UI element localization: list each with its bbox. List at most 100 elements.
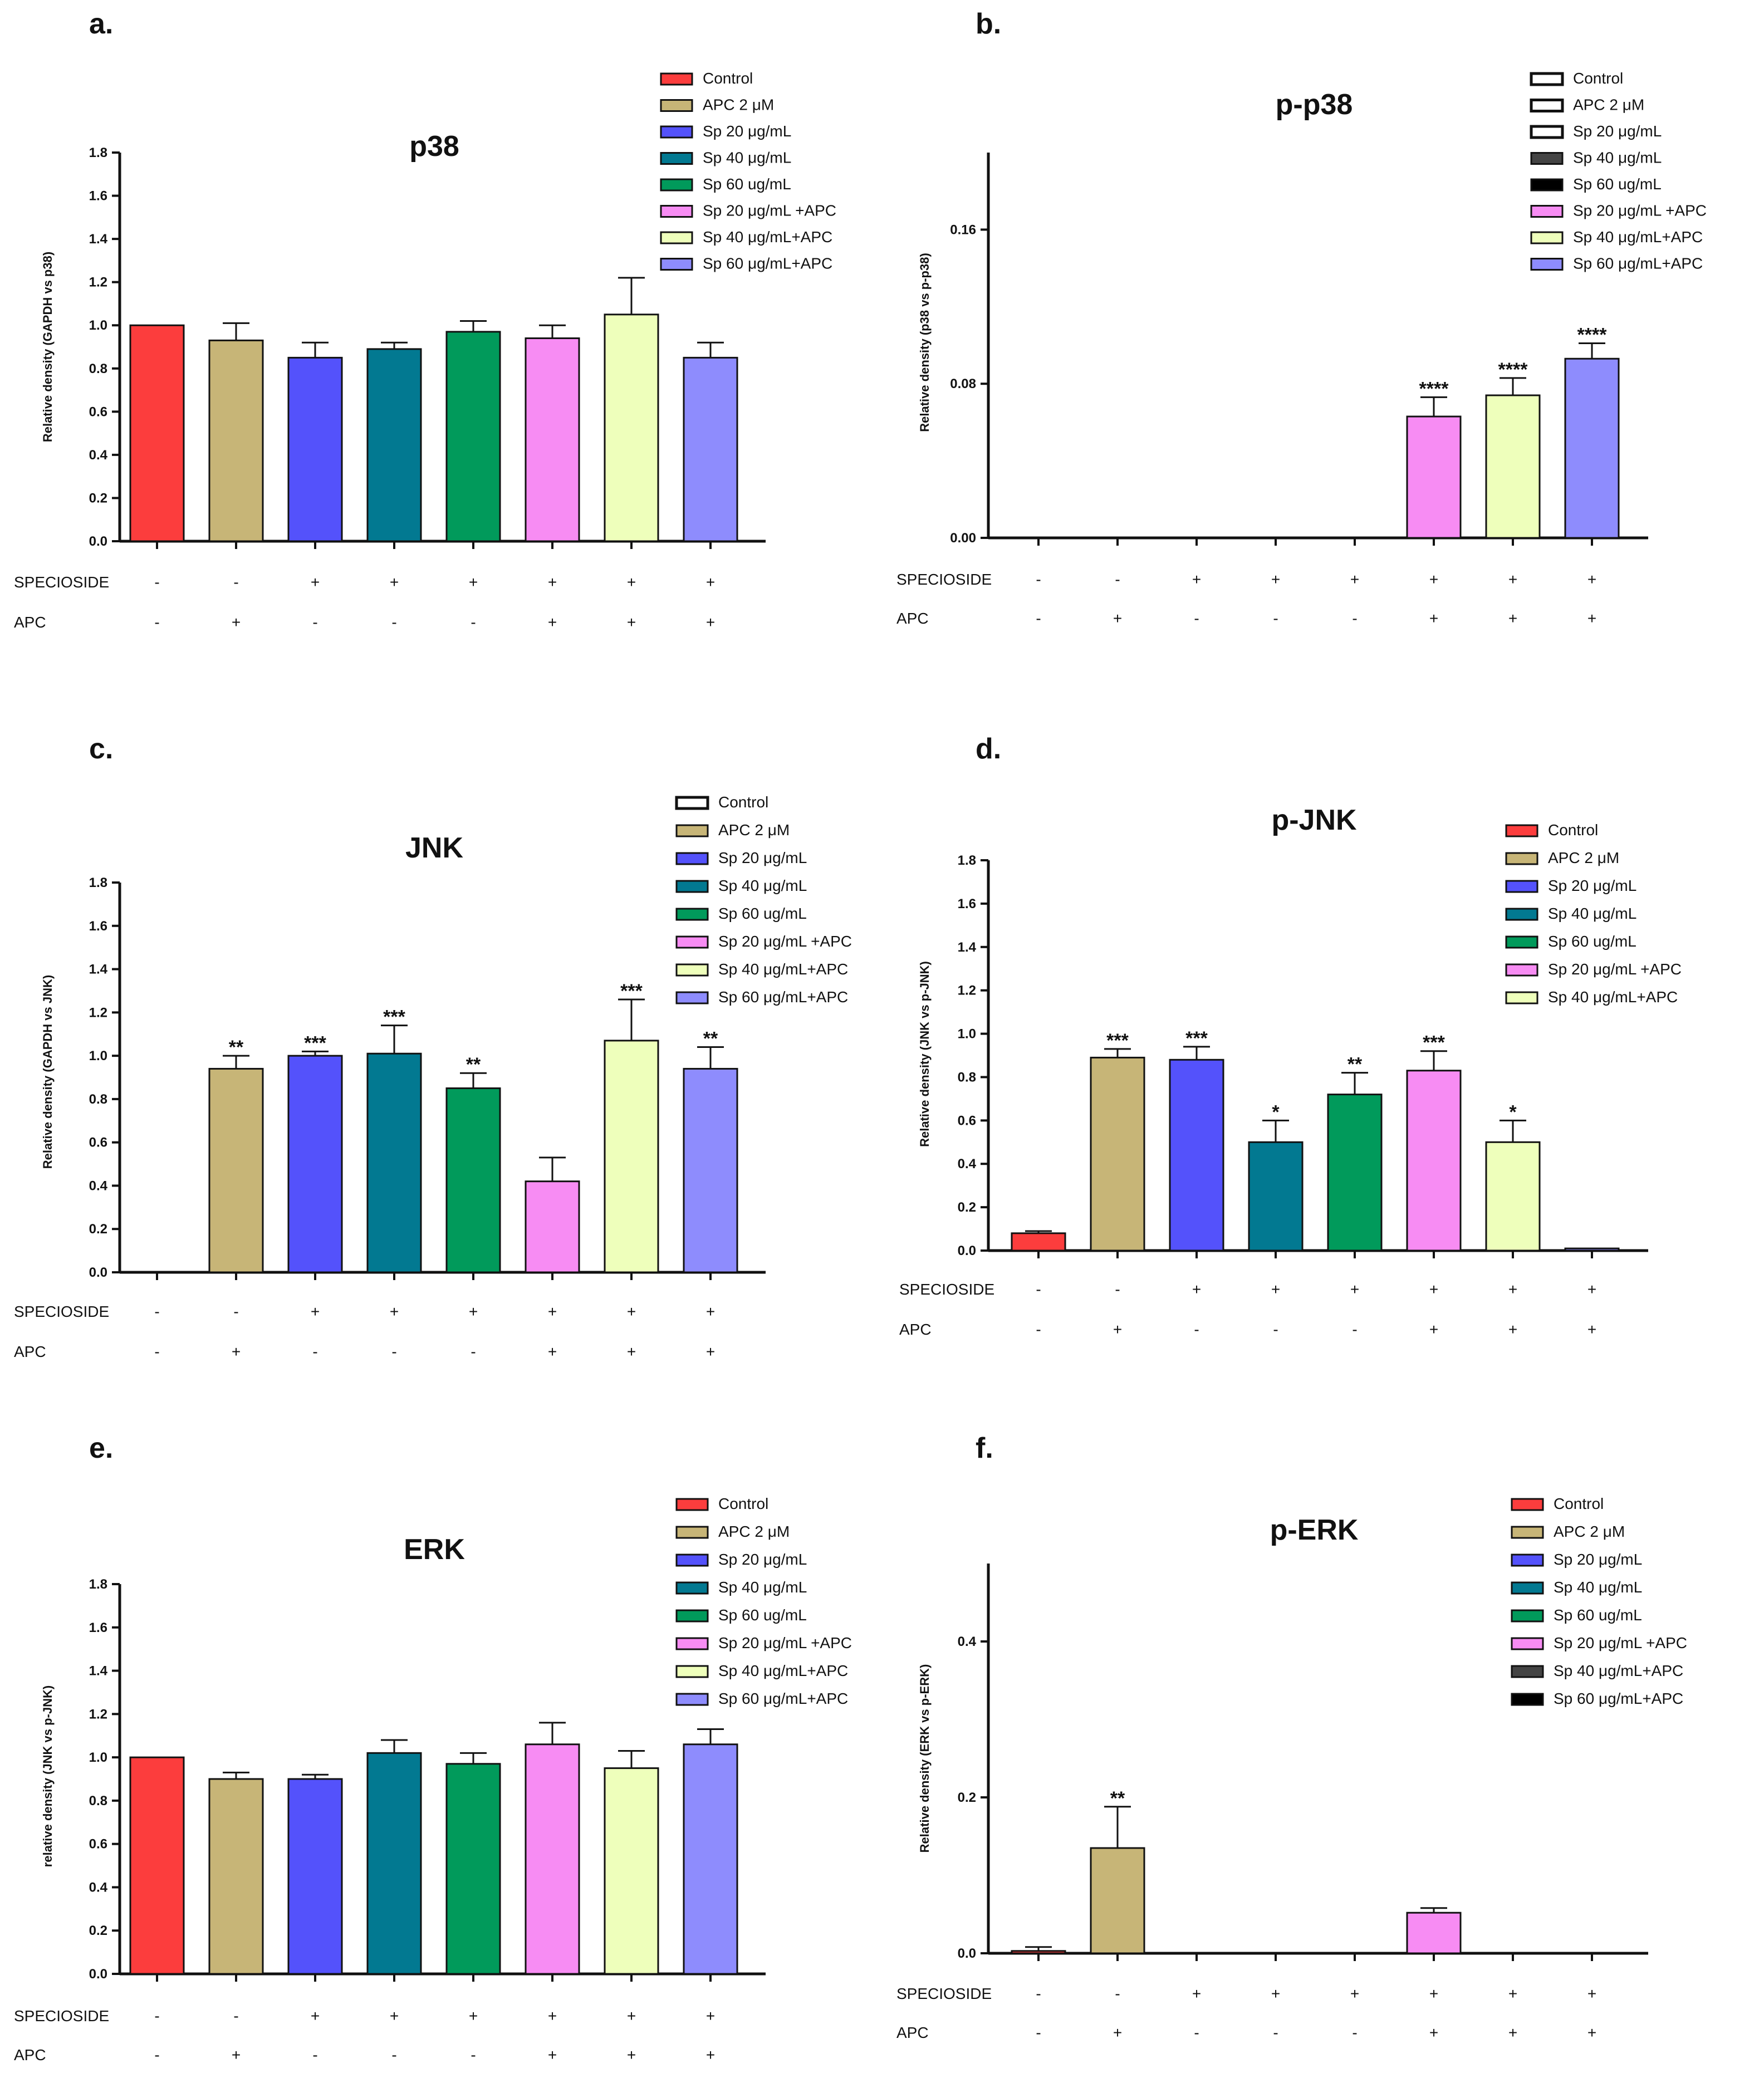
condition-sign: + <box>627 2007 636 2025</box>
legend-swatch <box>1511 1553 1544 1567</box>
y-axis-label: Relative density (GAPDH vs JNK) <box>41 975 55 1169</box>
bar-6 <box>525 1743 580 1975</box>
y-tick-label: 0.8 <box>89 1092 107 1107</box>
condition-sign: + <box>1350 1281 1359 1298</box>
bar-5 <box>1327 1094 1383 1252</box>
legend-swatch <box>1505 824 1538 837</box>
chart-title: p-JNK <box>1271 804 1357 836</box>
y-tick-label: 0.4 <box>958 1156 977 1172</box>
legend-swatch <box>1530 125 1564 139</box>
condition-sign: - <box>1115 1985 1120 2002</box>
condition-sign: - <box>391 1343 396 1360</box>
significance-label: ** <box>703 1028 718 1050</box>
chart-panel-4: d. p-JNK 0.0 0.2 0.4 0.6 0.8 1.0 1.2 1.4 1.6 1.8 Rel… <box>899 733 1682 1338</box>
y-tick-label: 0.8 <box>89 1793 107 1809</box>
condition-sign: - <box>471 2046 476 2064</box>
legend-swatch <box>675 1526 709 1539</box>
bar-2 <box>208 1778 264 1975</box>
condition-sign: + <box>1429 571 1438 588</box>
condition-sign: + <box>1271 571 1280 588</box>
y-tick-label: 0.2 <box>89 1923 107 1938</box>
legend-label: APC 2 μM <box>1548 849 1619 866</box>
legend-swatch <box>1511 1609 1544 1623</box>
y-axis-label: relative density (JNK vs p-JNK) <box>41 1685 55 1867</box>
legend-label: Sp 20 μg/mL <box>703 122 791 140</box>
y-tick-label: 0.4 <box>958 1634 977 1649</box>
legend-swatch <box>1530 258 1564 271</box>
condition-sign: + <box>390 574 399 591</box>
condition-sign: + <box>1508 610 1517 627</box>
condition-sign: + <box>627 574 636 591</box>
legend-swatch <box>1511 1665 1544 1678</box>
legend-label: Control <box>718 1495 768 1512</box>
y-tick-label: 0.4 <box>89 448 108 463</box>
panel-letter: e. <box>89 1432 113 1464</box>
bar-8 <box>683 356 738 542</box>
condition-sign: + <box>706 614 715 631</box>
chart-title: p-p38 <box>1276 89 1353 121</box>
legend-label: Sp 60 μg/mL+APC <box>718 1690 848 1707</box>
legend-swatch <box>675 1553 709 1567</box>
legend-label: Sp 60 μg/mL+APC <box>703 255 832 272</box>
significance-label: * <box>1272 1101 1280 1123</box>
condition-sign: + <box>1113 610 1122 627</box>
significance-label: **** <box>1419 378 1449 399</box>
legend-label: APC 2 μM <box>1554 1523 1625 1540</box>
legend-label: Sp 60 ug/mL <box>1554 1606 1642 1624</box>
legend-label: Sp 60 ug/mL <box>718 905 807 922</box>
bar-6 <box>525 337 580 542</box>
bar-6 <box>1406 1070 1462 1252</box>
condition-sign: - <box>233 574 238 591</box>
condition-sign: - <box>1036 1985 1041 2002</box>
condition-row-label: APC <box>896 2024 929 2041</box>
condition-sign: + <box>1508 1985 1517 2002</box>
condition-sign: + <box>232 2046 241 2064</box>
legend-swatch <box>1511 1526 1544 1539</box>
significance-label: **** <box>1577 325 1608 346</box>
condition-sign: + <box>1587 571 1596 588</box>
y-tick-label: 0.2 <box>958 1790 976 1805</box>
bar-5 <box>445 1763 501 1975</box>
legend-swatch <box>1511 1637 1544 1650</box>
condition-sign: + <box>1508 1321 1517 1338</box>
chart-title: p-ERK <box>1270 1514 1359 1546</box>
condition-sign: + <box>627 2046 636 2064</box>
condition-sign: - <box>391 2046 396 2064</box>
legend-label: Sp 60 ug/mL <box>1548 933 1636 950</box>
condition-sign: + <box>548 2007 557 2025</box>
significance-label: ** <box>466 1054 481 1075</box>
y-tick-label: 1.8 <box>89 145 107 160</box>
significance-label: *** <box>304 1032 326 1053</box>
significance-label: *** <box>1106 1030 1129 1051</box>
y-axis-label: Relative density (JNK vs p-JNK) <box>918 961 932 1147</box>
bar-8 <box>1564 1247 1620 1252</box>
y-tick-label: 0.8 <box>958 1070 976 1085</box>
legend-swatch <box>1530 72 1564 86</box>
chart-title: p38 <box>409 130 459 163</box>
legend-swatch <box>1530 99 1564 112</box>
legend-swatch <box>675 963 709 977</box>
condition-sign: - <box>154 574 159 591</box>
bar-1 <box>129 324 185 542</box>
y-tick-label: 0.0 <box>89 534 107 549</box>
condition-sign: - <box>1194 2024 1199 2041</box>
legend-label: Sp 20 μg/mL <box>1548 877 1636 894</box>
condition-row-label: APC <box>896 610 929 627</box>
condition-sign: + <box>706 2046 715 2064</box>
y-tick-label: 1.4 <box>89 962 108 977</box>
condition-sign: + <box>232 614 241 631</box>
bar-2 <box>1090 1056 1145 1252</box>
condition-sign: + <box>548 574 557 591</box>
bar-6 <box>1406 1912 1462 1954</box>
chart-panel-6: f. p-ERK 0.0 0.2 0.4 Relative density (ERK vs… <box>896 1432 1687 2041</box>
condition-row-label: SPECIOSIDE <box>896 1985 992 2002</box>
y-tick-label: 1.6 <box>89 189 107 204</box>
condition-sign: + <box>390 1303 399 1320</box>
legend-label: Sp 40 μg/mL+APC <box>1554 1662 1683 1679</box>
bar-7 <box>1485 394 1541 539</box>
chart-panel-3: c. JNK 0.0 0.2 0.4 0.6 0.8 1.0 1.2 1.4 1.6 1.8 Relat… <box>14 733 852 1360</box>
legend-label: Sp 40 μg/mL <box>1548 905 1636 922</box>
y-tick-label: 0.6 <box>89 404 107 419</box>
legend-label: Sp 60 ug/mL <box>1573 175 1662 193</box>
legend-label: Sp 20 μg/mL <box>718 849 807 866</box>
